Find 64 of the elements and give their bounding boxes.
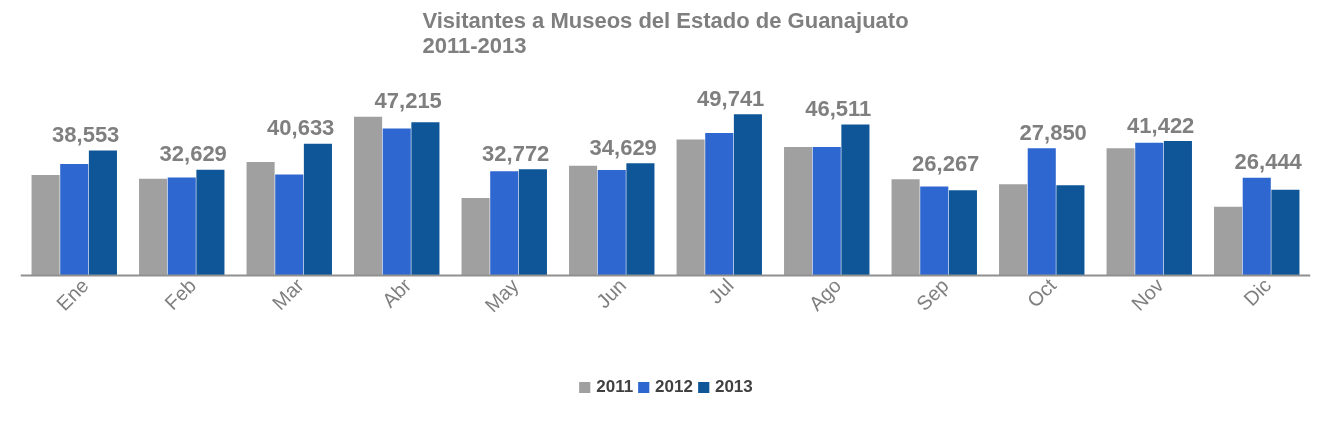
x-tick-label: Dic <box>1239 274 1276 311</box>
bar <box>1242 177 1271 276</box>
bar <box>60 163 89 276</box>
data-label: 32,772 <box>482 140 550 166</box>
bar <box>1135 142 1164 276</box>
legend-label: 2011 <box>596 377 634 397</box>
x-tick-label: Jun <box>591 274 631 313</box>
bar <box>518 169 547 276</box>
data-label: 46,511 <box>805 96 872 122</box>
bar <box>167 177 196 276</box>
x-tick-label: Nov <box>1127 274 1168 315</box>
bar <box>626 163 655 276</box>
legend-label: 2012 <box>655 377 693 397</box>
x-tick-label: Sep <box>912 274 953 315</box>
bar <box>1214 206 1243 276</box>
bar <box>382 128 411 276</box>
bar <box>948 190 977 276</box>
bar <box>1163 141 1192 276</box>
x-tick-label: Ene <box>52 274 93 315</box>
data-label: 47,215 <box>374 88 442 114</box>
x-tick-label: May <box>480 274 523 317</box>
bar <box>354 116 383 276</box>
x-tick-label: Jul <box>704 274 738 308</box>
data-label: 27,850 <box>1019 119 1087 145</box>
bar <box>88 150 117 276</box>
bar <box>733 114 762 276</box>
bar <box>1106 148 1135 276</box>
bar <box>705 133 734 276</box>
bar <box>31 174 60 276</box>
bar <box>1271 189 1300 276</box>
bar <box>1027 148 1056 276</box>
bar <box>841 124 870 276</box>
bar <box>891 179 920 276</box>
bar <box>411 122 440 276</box>
bar <box>490 171 519 276</box>
x-tick-label: Mar <box>267 273 309 314</box>
legend-label: 2013 <box>714 377 753 397</box>
bar <box>246 161 275 276</box>
data-label: 34,629 <box>589 134 657 160</box>
bar <box>999 184 1028 276</box>
x-tick-label: Oct <box>1022 273 1061 312</box>
bar <box>676 139 705 276</box>
bar <box>920 186 949 276</box>
x-tick-label: Abr <box>377 273 416 312</box>
data-label: 41,422 <box>1127 112 1195 138</box>
chart-title: Visitantes a Museos del Estado de Guanajuato 2011-2013 <box>422 7 909 58</box>
bar <box>303 143 332 276</box>
bar <box>812 147 841 276</box>
bar <box>597 170 626 276</box>
bar <box>275 174 304 276</box>
bar <box>569 165 598 276</box>
bar <box>461 197 490 276</box>
data-label: 26,444 <box>1234 149 1303 175</box>
data-label: 32,629 <box>159 141 227 167</box>
x-tick-label: Feb <box>160 274 201 314</box>
x-tick-label: Ago <box>804 274 846 315</box>
bar <box>1056 185 1085 276</box>
data-label: 40,633 <box>267 115 335 141</box>
bar <box>784 147 813 276</box>
data-label: 49,741 <box>697 85 765 111</box>
bar <box>196 169 225 276</box>
data-label: 26,267 <box>912 150 980 176</box>
data-label: 38,553 <box>52 121 120 147</box>
bar <box>139 178 168 276</box>
